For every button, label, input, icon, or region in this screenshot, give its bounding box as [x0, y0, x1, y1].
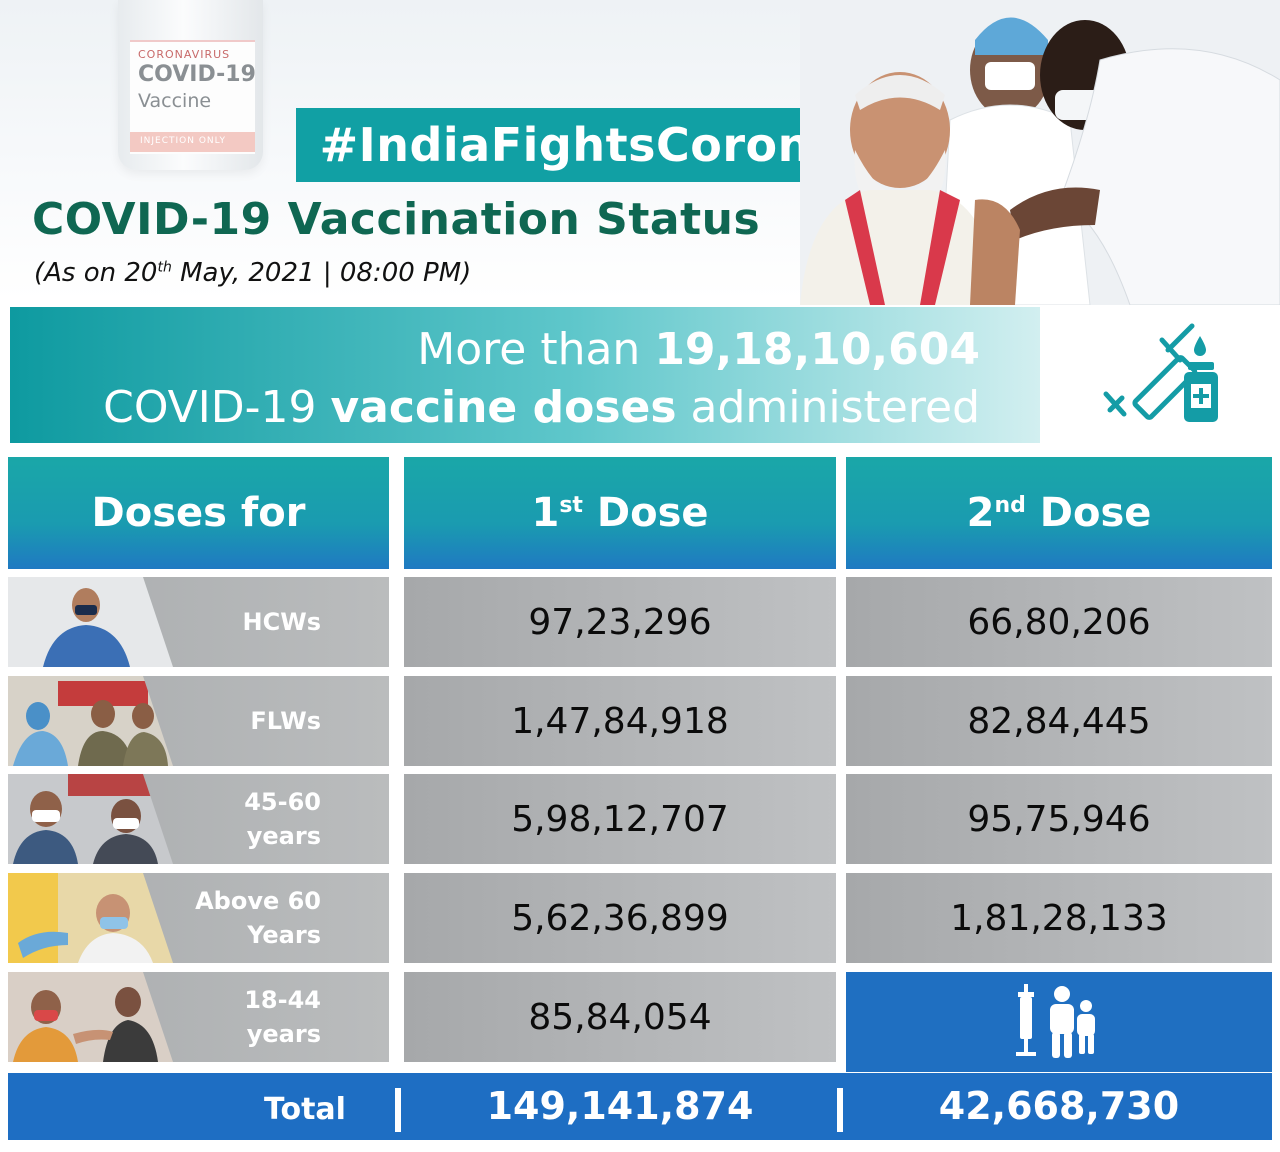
- person-hair: [855, 75, 945, 110]
- page-subtitle: (As on 20th May, 2021 | 08:00 PM): [34, 258, 471, 288]
- banner-suffix: administered: [676, 382, 980, 433]
- label-line-2: years: [246, 1020, 321, 1048]
- banner-line-2: COVID-19 vaccine doses administered: [10, 382, 980, 433]
- cell-above-60-dose2: 1,81,28,133: [846, 873, 1272, 963]
- vial-text-coronavirus: CORONAVIRUS: [138, 48, 231, 61]
- total-dose1: 149,141,874: [486, 1084, 754, 1128]
- vaccination-people-icon: [1016, 984, 1095, 1058]
- label-line-1: HCWs: [242, 608, 321, 636]
- banner-covid: COVID-19: [103, 382, 331, 433]
- cell-45-60-dose2: 95,75,946: [846, 774, 1272, 864]
- cell-hcws-dose1: 97,23,296: [404, 577, 836, 667]
- cell-flws-dose1: 1,47,84,918: [404, 676, 836, 766]
- cell-flws-dose2: 82,84,445: [846, 676, 1272, 766]
- row-label-text: Above 60 Years: [195, 873, 321, 963]
- label-line-2: Years: [247, 921, 321, 949]
- nurse-uniform: [1059, 48, 1280, 305]
- syringe-vial-icon: [1103, 323, 1218, 422]
- vial-text-vaccine: Vaccine: [138, 90, 212, 112]
- person-gamosa-left: [845, 190, 885, 305]
- doses-banner: [10, 307, 1040, 443]
- row-label-hcws: HCWs: [8, 577, 389, 667]
- hashtag-banner: [296, 108, 866, 182]
- row-label-flws: FLWs: [8, 676, 389, 766]
- subtitle-sup: th: [157, 259, 172, 276]
- banner-prefix: More than: [417, 324, 655, 375]
- age-18-44-photo: [8, 972, 173, 1062]
- first-dose-sup: st: [559, 492, 583, 518]
- flw-photo: [8, 676, 173, 766]
- doctor-mask: [985, 62, 1035, 90]
- hcw-photo: [8, 577, 173, 667]
- total-divider-1: [395, 1088, 401, 1132]
- first-dose-word: Dose: [582, 490, 709, 536]
- label-line-2: years: [246, 822, 321, 850]
- age-45-60-photo: [8, 774, 173, 864]
- row-label-18-44: 18-44 years: [8, 972, 389, 1062]
- row-label-text: FLWs: [250, 676, 321, 766]
- banner-bold: vaccine doses: [330, 382, 677, 433]
- row-label-text: 45-60 years: [244, 774, 321, 864]
- total-divider-2: [837, 1088, 843, 1132]
- cell-above-60-dose1: 5,62,36,899: [404, 873, 836, 963]
- second-dose-word: Dose: [1025, 490, 1152, 536]
- banner-line-1: More than 19,18,10,604: [10, 324, 980, 375]
- label-line-1: FLWs: [250, 707, 321, 735]
- subtitle-prefix: (As on 20: [34, 258, 158, 288]
- cell-hcws-dose2: 66,80,206: [846, 577, 1272, 667]
- total-dose2: 42,668,730: [938, 1084, 1180, 1128]
- cell-45-60-dose1: 5,98,12,707: [404, 774, 836, 864]
- total-bar: [8, 1073, 1272, 1140]
- vaccination-photo: [800, 0, 1280, 305]
- header-doses-for: Doses for: [8, 457, 389, 569]
- page-title: COVID-19 Vaccination Status: [32, 194, 761, 245]
- subtitle-suffix: May, 2021 | 08:00 PM): [171, 258, 472, 288]
- vial-text-injection: INJECTION ONLY: [140, 136, 226, 146]
- total-label: Total: [264, 1092, 346, 1127]
- person-gamosa-right: [920, 190, 960, 305]
- above-60-photo: [8, 873, 173, 963]
- nurse-arm: [1010, 187, 1100, 240]
- person-arm: [970, 199, 1020, 305]
- cell-18-44-dose2-icon-cell: [846, 972, 1272, 1072]
- vial-strip: [130, 132, 255, 152]
- row-label-45-60: 45-60 years: [8, 774, 389, 864]
- doctor-cap: [975, 17, 1048, 55]
- label-line-1: Above 60: [195, 887, 321, 915]
- banner-count: 19,18,10,604: [654, 324, 980, 375]
- label-line-1: 18-44: [244, 986, 321, 1014]
- label-line-1: 45-60: [244, 788, 321, 816]
- row-label-text: HCWs: [243, 577, 321, 667]
- cell-18-44-dose1: 85,84,054: [404, 972, 836, 1062]
- hashtag-text: #IndiaFightsCorona: [319, 118, 843, 172]
- row-label-text: 18-44 years: [244, 972, 321, 1062]
- row-label-above-60: Above 60 Years: [8, 873, 389, 963]
- first-dose-num: 1: [531, 490, 560, 536]
- second-dose-sup: nd: [994, 492, 1026, 518]
- second-dose-num: 2: [966, 490, 995, 536]
- vial-text-covid: COVID-19: [138, 62, 256, 87]
